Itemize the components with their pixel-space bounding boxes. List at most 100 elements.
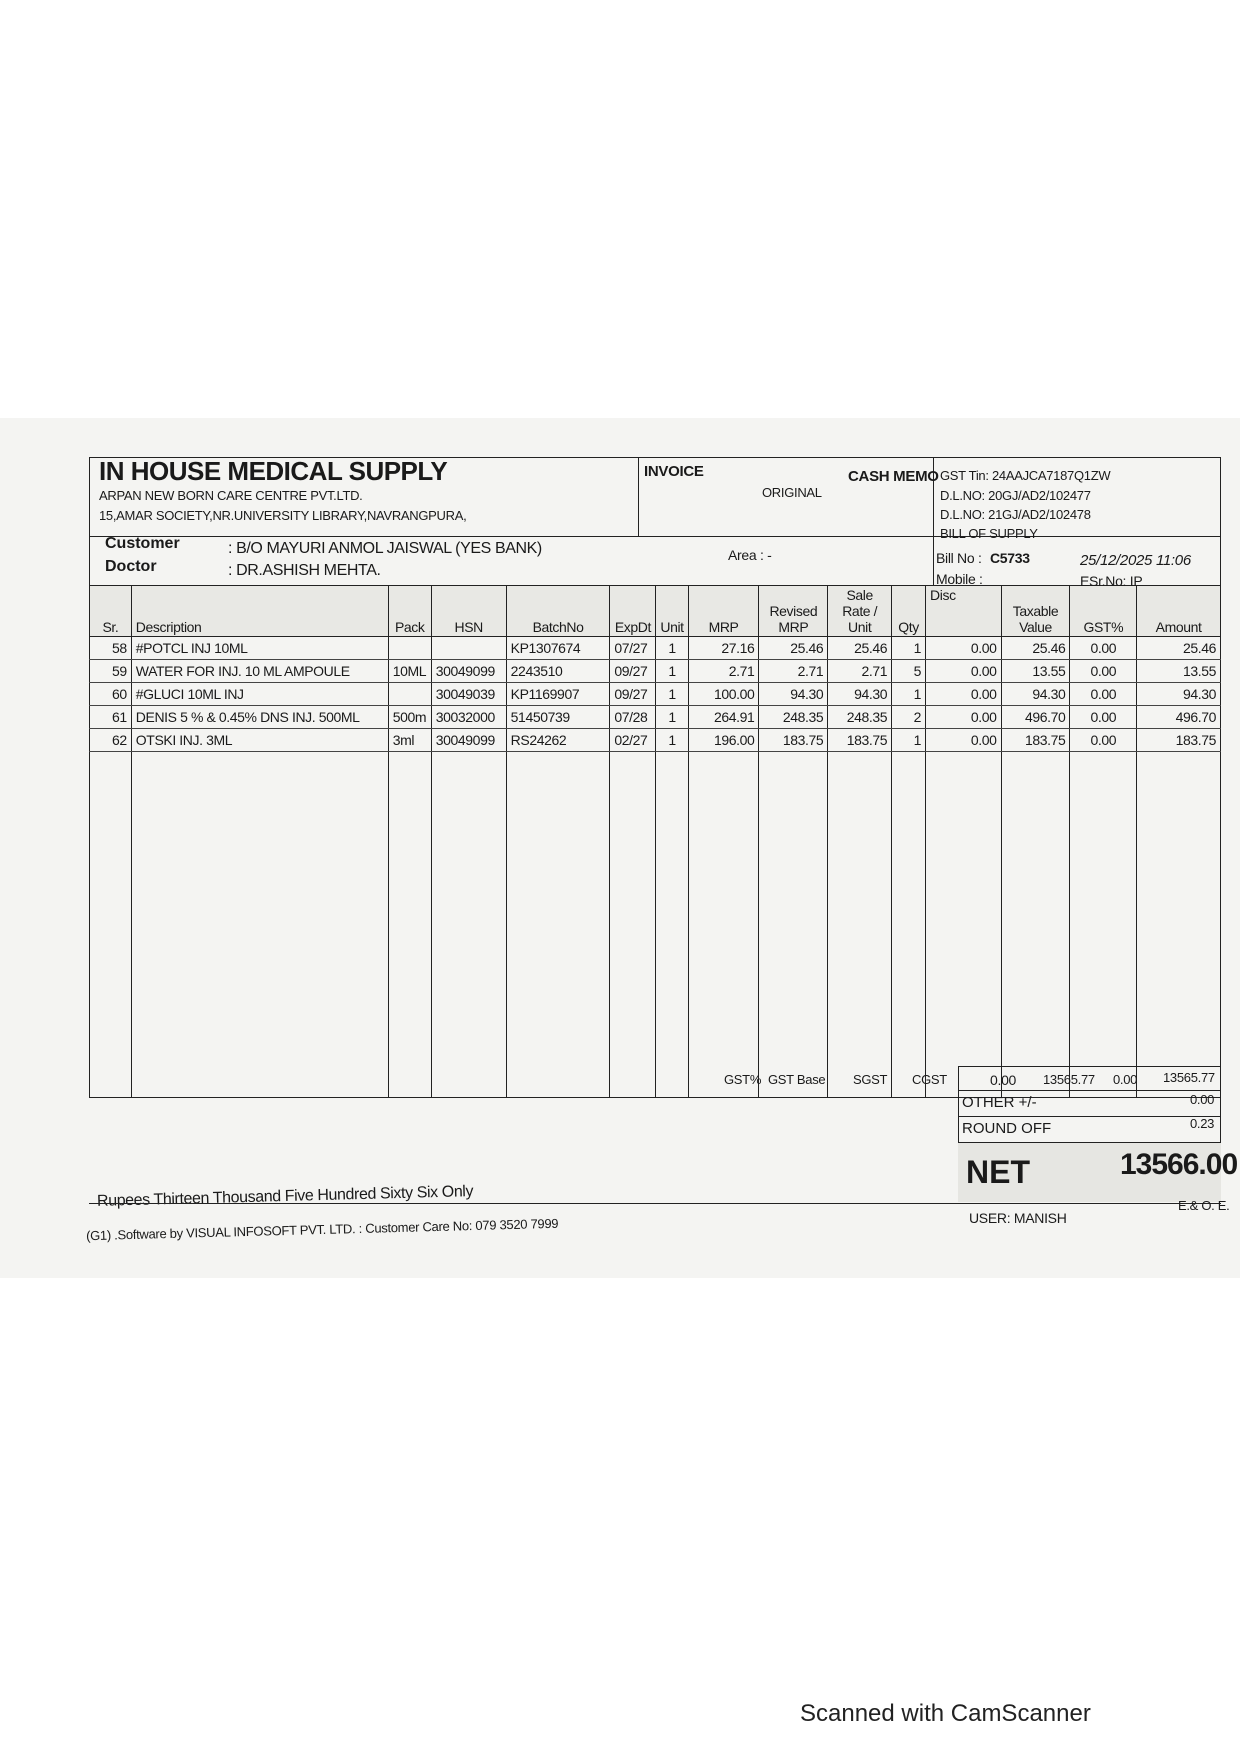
col-disc: Disc [925, 586, 1002, 637]
cell-mrp: 196.00 [687, 728, 760, 752]
empty-cell [505, 751, 611, 1098]
empty-cell [1000, 751, 1071, 1098]
col-unit: Unit [655, 586, 689, 637]
cell-sr: 60 [89, 682, 132, 706]
cell-batch: 51450739 [505, 705, 611, 729]
doctor-label: Doctor [105, 558, 157, 575]
cell-description: #GLUCI 10ML INJ [130, 682, 389, 706]
empty-cell [891, 751, 927, 1098]
gst-total: 0.00 [1113, 1072, 1138, 1087]
address: 15,AMAR SOCIETY,NR.UNIVERSITY LIBRARY,NA… [99, 508, 467, 523]
cell-sale-rate: 248.35 [827, 705, 893, 729]
table-row: 59 WATER FOR INJ. 10 ML AMPOULE 10ML 300490… [89, 659, 1221, 683]
col-gst: GST% [1069, 586, 1138, 637]
cell-disc: 0.00 [925, 728, 1002, 752]
table-row: 62 OTSKI INJ. 3ML 3ml 30049099 RS24262 02/27 1… [89, 728, 1221, 752]
divider [89, 536, 1221, 537]
cell-taxable: 496.70 [1000, 705, 1071, 729]
empty-cell [1136, 751, 1221, 1098]
cell-mrp: 100.00 [687, 682, 760, 706]
net-label: NET [966, 1154, 1030, 1190]
cell-hsn: 30049099 [430, 728, 507, 752]
bill-no: C5733 [990, 550, 1030, 566]
cell-description: DENIS 5 % & 0.45% DNS INJ. 500ML [130, 705, 389, 729]
bill-no-label: Bill No : [936, 550, 982, 566]
divider [958, 1116, 1221, 1117]
cell-amount: 25.46 [1136, 636, 1221, 660]
cell-sr: 61 [89, 705, 132, 729]
divider [958, 1090, 1221, 1091]
col-taxable: Taxable Value [1000, 586, 1071, 637]
cell-hsn [430, 636, 507, 660]
cell-description: WATER FOR INJ. 10 ML AMPOULE [130, 659, 389, 683]
col-description: Description [130, 586, 389, 637]
cell-qty: 1 [891, 728, 927, 752]
cell-batch: KP1307674 [505, 636, 611, 660]
cell-gst: 0.00 [1069, 659, 1138, 683]
empty-cell [609, 751, 657, 1098]
customer-label: Customer [105, 535, 180, 552]
cell-taxable: 94.30 [1000, 682, 1071, 706]
empty-cell [925, 751, 1002, 1098]
dl-no-1: D.L.NO: 20GJ/AD2/102477 [940, 488, 1091, 503]
col-sale-rate: Sale Rate / Unit [827, 586, 893, 637]
empty-cell [655, 751, 689, 1098]
divider [89, 1203, 1221, 1204]
area: Area : - [728, 547, 772, 563]
cell-pack: 10ML [387, 659, 432, 683]
cell-hsn: 30032000 [430, 705, 507, 729]
bill-type: BILL OF SUPPLY [940, 526, 1038, 541]
other-label: OTHER +/- [962, 1094, 1037, 1111]
cash-memo-label: CASH MEMO [848, 468, 939, 485]
taxable-total: 13565.77 [1043, 1072, 1095, 1087]
gst-tin: GST Tin: 24AAJCA7187Q1ZW [940, 468, 1111, 483]
cgst-label: CGST [912, 1072, 947, 1087]
cell-amount: 183.75 [1136, 728, 1221, 752]
cell-gst: 0.00 [1069, 728, 1138, 752]
cell-pack: 500m [387, 705, 432, 729]
doctor-value: : DR.ASHISH MEHTA. [228, 562, 381, 579]
cell-mrp: 264.91 [687, 705, 760, 729]
cell-revised-mrp: 2.71 [758, 659, 829, 683]
table-header-row: Sr. Description Pack HSN BatchNo ExpDt U… [89, 586, 1221, 637]
other-value: 0.00 [1190, 1092, 1215, 1107]
cell-gst: 0.00 [1069, 636, 1138, 660]
empty-cell [1069, 751, 1138, 1098]
cell-qty: 1 [891, 682, 927, 706]
cell-gst: 0.00 [1069, 705, 1138, 729]
cell-sr: 58 [89, 636, 132, 660]
col-pack: Pack [387, 586, 432, 637]
cell-taxable: 25.46 [1000, 636, 1071, 660]
cell-sale-rate: 183.75 [827, 728, 893, 752]
user: USER: MANISH [969, 1210, 1067, 1226]
bill-datetime: 25/12/2025 11:06 [1080, 552, 1191, 569]
table-empty-space [89, 751, 1221, 1098]
gst-base-label: GST Base [768, 1072, 826, 1087]
disc-total: 0.00 [990, 1072, 1017, 1088]
cell-hsn: 30049099 [430, 659, 507, 683]
round-off-label: ROUND OFF [962, 1120, 1052, 1137]
divider [933, 457, 934, 586]
cell-amount: 94.30 [1136, 682, 1221, 706]
cell-expdt: 07/28 [609, 705, 657, 729]
net-box [958, 1142, 1221, 1202]
divider [638, 457, 639, 537]
cell-qty: 5 [891, 659, 927, 683]
dl-no-2: D.L.NO: 21GJ/AD2/102478 [940, 507, 1091, 522]
empty-cell [687, 751, 760, 1098]
round-off-value: 0.23 [1190, 1116, 1215, 1131]
customer-org: ARPAN NEW BORN CARE CENTRE PVT.LTD. [99, 488, 363, 503]
cell-pack [387, 636, 432, 660]
cell-mrp: 2.71 [687, 659, 760, 683]
cell-disc: 0.00 [925, 636, 1002, 660]
cell-disc: 0.00 [925, 682, 1002, 706]
cell-unit: 1 [655, 705, 689, 729]
cell-sr: 59 [89, 659, 132, 683]
empty-cell [89, 751, 132, 1098]
cell-revised-mrp: 25.46 [758, 636, 829, 660]
table-row: 58 #POTCL INJ 10ML KP1307674 07/27 1 27.16 25.… [89, 636, 1221, 660]
cell-unit: 1 [655, 682, 689, 706]
cell-disc: 0.00 [925, 659, 1002, 683]
cell-description: #POTCL INJ 10ML [130, 636, 389, 660]
cell-sale-rate: 25.46 [827, 636, 893, 660]
